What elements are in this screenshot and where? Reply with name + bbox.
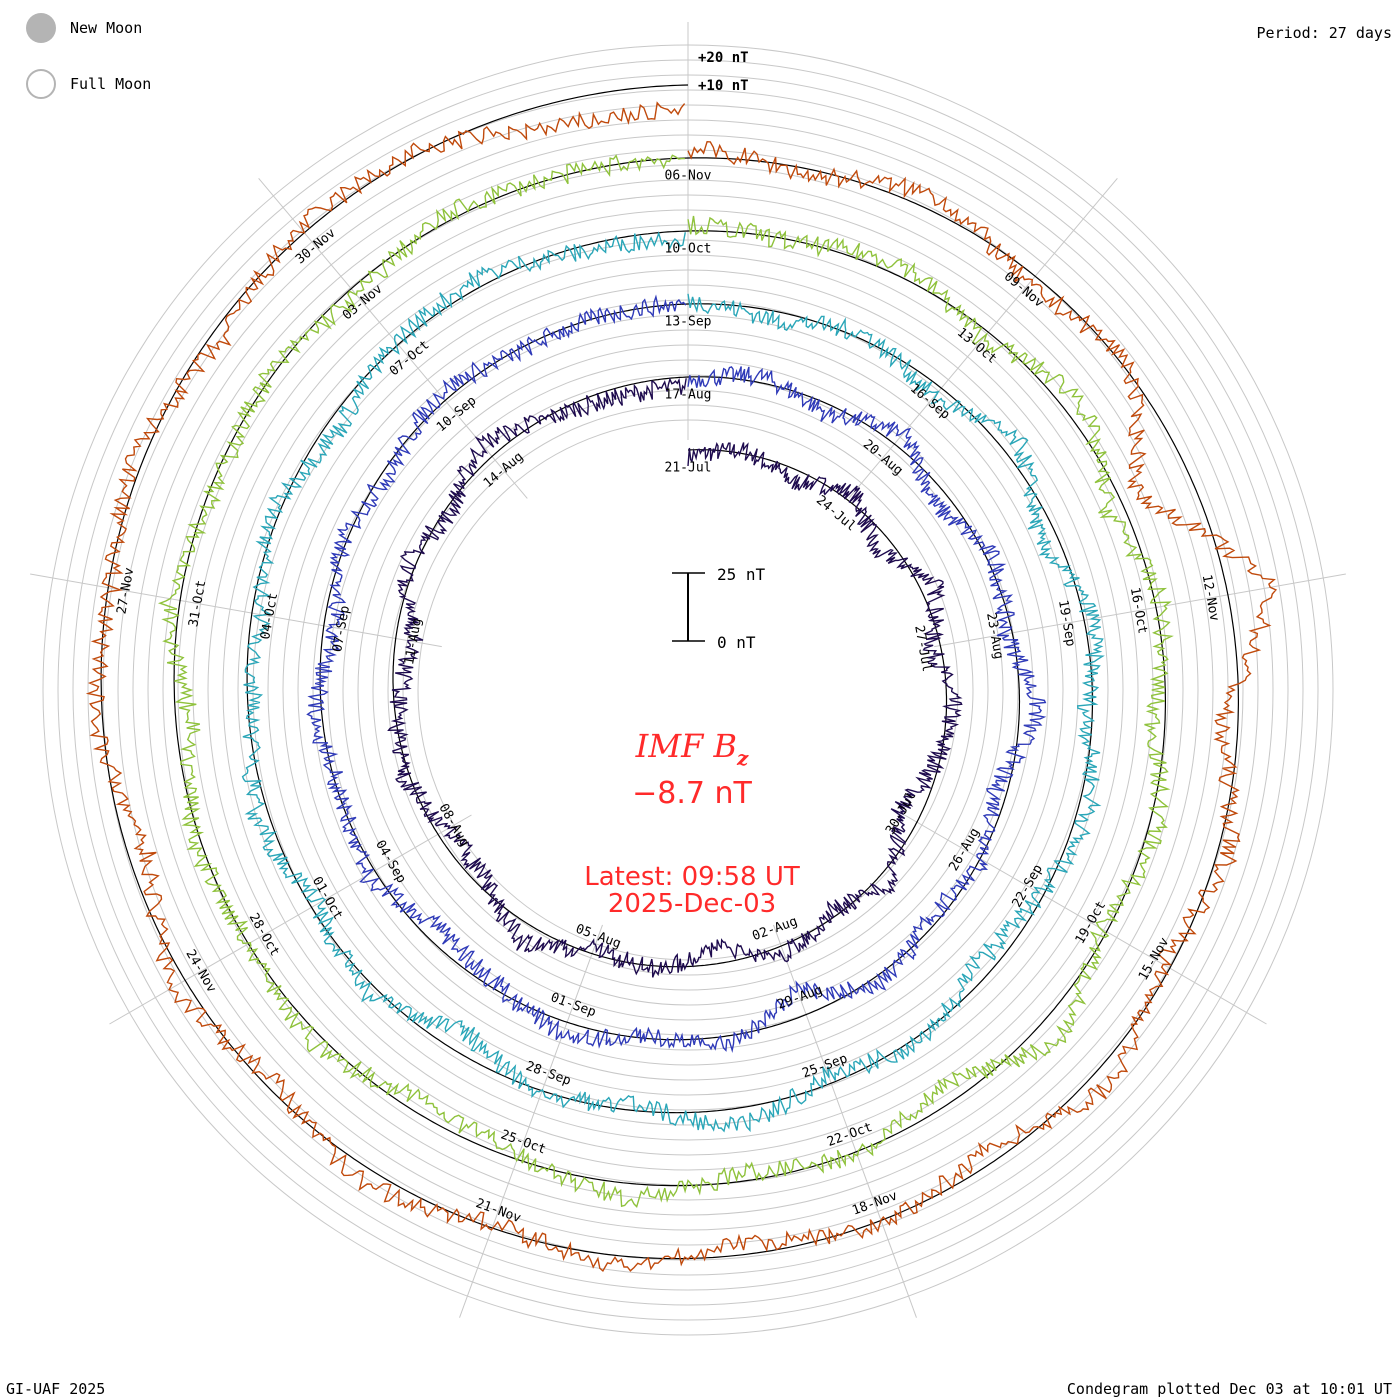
date-tick-label: 28-Sep [524, 1059, 573, 1089]
imf-title-label: IMF B [635, 727, 737, 765]
date-tick-label: 19-Oct [1073, 899, 1109, 947]
imf-title: IMF Bz [635, 727, 749, 770]
grid-spoke [904, 814, 1267, 1025]
scale-bar: 25 nT 0 nT [672, 565, 766, 652]
date-tick-labels: 21-Jul24-Jul27-Jul30-Jul02-Aug05-Aug08-A… [114, 169, 1221, 1227]
date-tick-label: 16-Sep [907, 381, 953, 423]
latest-time: Latest: 09:58 UT [584, 862, 800, 892]
scale-bottom-label: 0 nT [717, 633, 756, 652]
series-line [85, 101, 1278, 1272]
baseline-spiral [100, 84, 1239, 1260]
date-tick-label: 15-Nov [1136, 935, 1173, 983]
full-moon-icon [26, 69, 56, 99]
grid-spoke [30, 573, 442, 648]
series-line [387, 377, 963, 978]
scale-top-label: 25 nT [717, 565, 766, 584]
date-tick-label: 13-Oct [954, 325, 1000, 367]
new-moon-icon [26, 13, 56, 43]
new-moon-label: New Moon [70, 19, 143, 37]
date-tick-label: 16-Oct [1127, 586, 1150, 635]
date-tick-label: 17-Aug [665, 388, 712, 403]
chart-grid [30, 22, 1346, 1336]
zero-baseline-spiral [100, 84, 1239, 1260]
ring-label-plus10: +10 nT [698, 78, 749, 94]
date-tick-label: 24-Nov [182, 947, 219, 995]
imf-title-subscript: z [736, 746, 749, 770]
date-tick-label: 07-Oct [387, 338, 433, 380]
date-tick-label: 20-Aug [860, 437, 906, 479]
grid-spoke [934, 573, 1346, 648]
date-tick-label: 22-Oct [825, 1120, 874, 1150]
grid-spoke [459, 924, 603, 1318]
series-group [85, 101, 1278, 1272]
date-tick-label: 06-Nov [665, 169, 712, 184]
grid-spoke [848, 177, 1118, 499]
series-line [157, 154, 1174, 1209]
full-moon-label: Full Moon [70, 75, 152, 93]
date-tick-label: 10-Oct [665, 242, 712, 257]
center-readout: IMF Bz −8.7 nT Latest: 09:58 UT 2025-Dec… [584, 727, 800, 919]
current-bz-value: −8.7 nT [632, 776, 752, 811]
series-line [306, 294, 1047, 1053]
date-tick-label: 14-Aug [481, 449, 527, 491]
date-tick-label: 08-Aug [435, 801, 471, 849]
date-tick-label: 04-Oct [258, 592, 281, 641]
date-tick-label: 19-Sep [1055, 599, 1078, 648]
plotted-timestamp: Condegram plotted Dec 03 at 10:01 UT [1066, 1380, 1392, 1398]
legend-new-moon: New Moon [26, 13, 142, 43]
date-tick-label: 01-Sep [549, 990, 598, 1020]
date-tick-label: 18-Nov [850, 1188, 899, 1218]
series-line [241, 230, 1105, 1133]
date-tick-label: 09-Nov [1001, 269, 1047, 311]
ring-scale-labels: +20 nT +10 nT [698, 50, 749, 94]
date-tick-label: 01-Oct [309, 874, 345, 922]
date-tick-label: 31-Oct [186, 579, 209, 628]
legend-full-moon: Full Moon [26, 69, 151, 99]
date-tick-label: 28-Oct [246, 911, 282, 959]
date-tick-label: 21-Jul [665, 461, 712, 476]
ring-label-plus20: +20 nT [698, 50, 749, 66]
date-tick-label: 11-Aug [402, 617, 425, 666]
date-tick-label: 12-Nov [1199, 573, 1222, 622]
date-tick-label: 10-Sep [434, 393, 480, 435]
period-label: Period: 27 days [1256, 24, 1392, 42]
latest-date: 2025-Dec-03 [608, 889, 776, 919]
credit-label: GI-UAF 2025 [6, 1380, 106, 1398]
grid-ring [342, 344, 1034, 1036]
date-tick-label: 13-Sep [665, 315, 712, 330]
date-tick-label: 07-Sep [330, 604, 353, 653]
